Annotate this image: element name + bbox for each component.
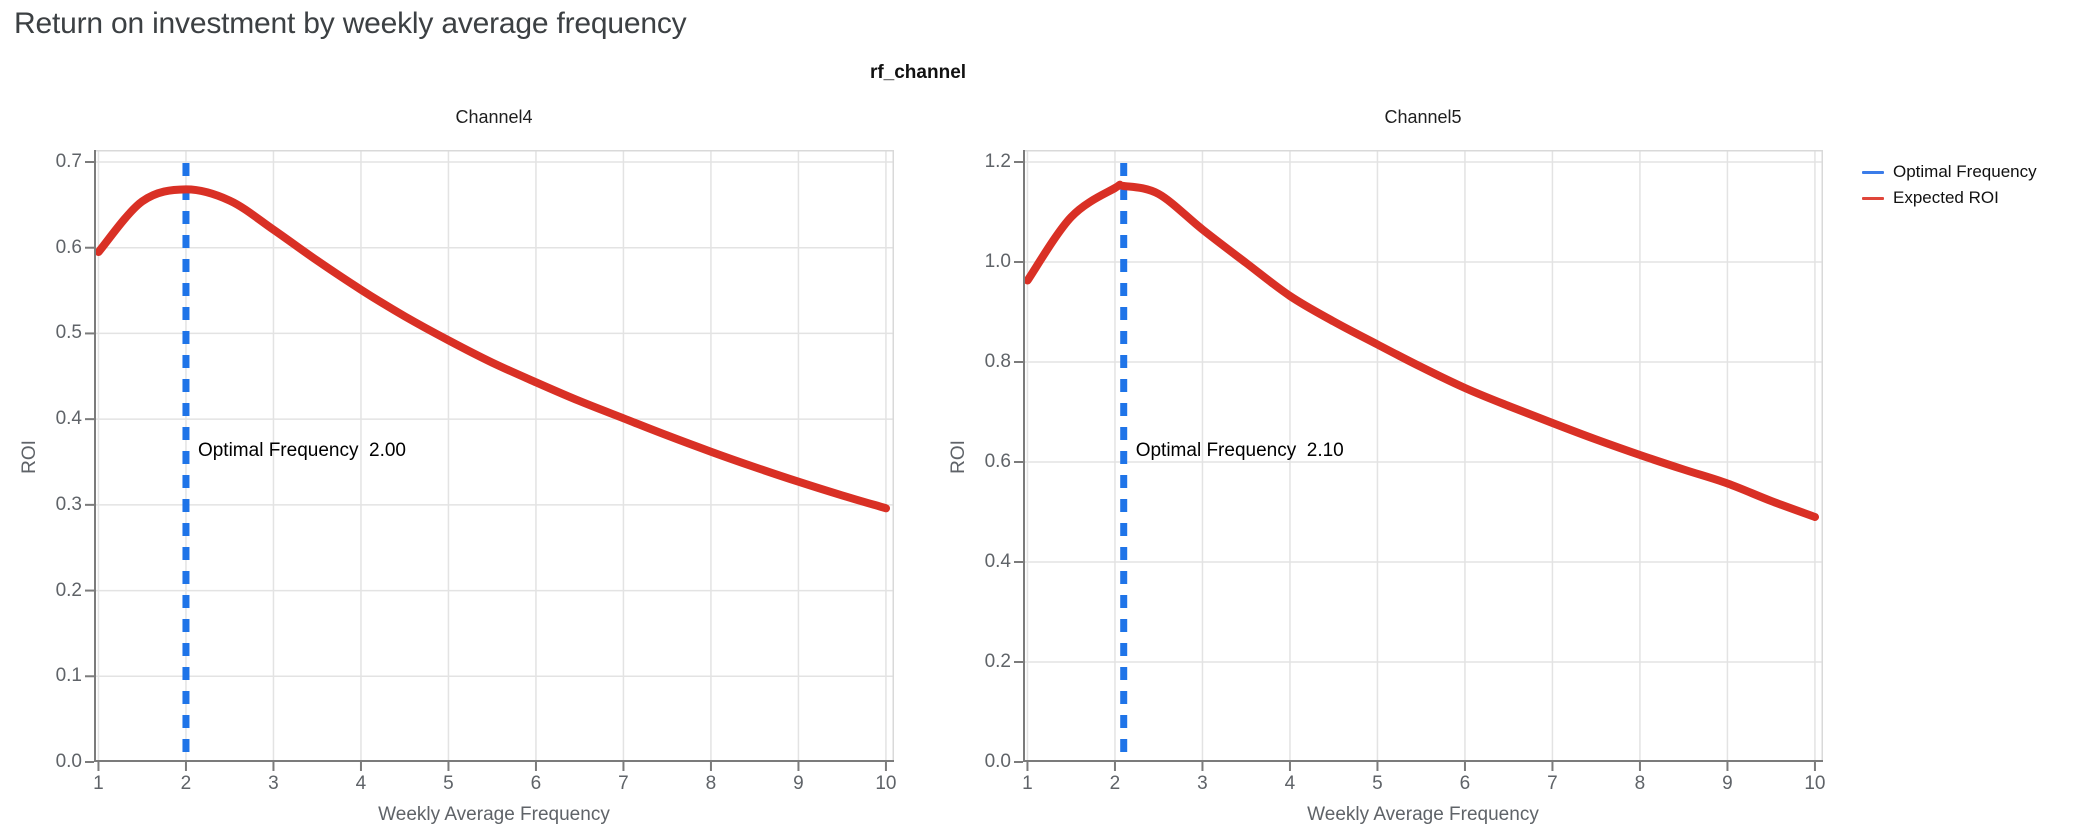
facet-strip-title: rf_channel — [869, 62, 967, 83]
optimal-frequency-line-icon — [1862, 170, 1884, 174]
subplot-title: Channel5 — [1384, 107, 1462, 127]
x-tick-label: 1 — [1022, 773, 1033, 794]
x-tick-label: 9 — [793, 773, 804, 794]
y-tick-label: 0.2 — [55, 579, 82, 601]
y-tick-label: 0.4 — [55, 408, 82, 430]
x-tick-label: 1 — [93, 773, 104, 794]
optimal-frequency-annotation: Optimal Frequency 2.00 — [197, 440, 406, 461]
y-tick-label: 1.0 — [984, 251, 1011, 272]
x-tick-label: 4 — [355, 773, 367, 794]
y-tick-label: 0.6 — [984, 451, 1011, 472]
x-tick-label: 10 — [1804, 773, 1826, 794]
x-tick-label: 2 — [1109, 773, 1121, 794]
subplot-title: Channel4 — [455, 107, 533, 127]
expected-roi-line-icon — [1862, 196, 1884, 200]
y-tick-label: 0.3 — [55, 493, 82, 515]
y-tick-label: 0.5 — [55, 322, 82, 344]
x-tick-label: 5 — [443, 773, 454, 794]
x-tick-label: 4 — [1284, 773, 1296, 794]
x-tick-label: 9 — [1722, 773, 1733, 794]
page-title: Return on investment by weekly average f… — [14, 7, 687, 40]
x-tick-label: 3 — [268, 773, 279, 794]
y-tick-label: 0.8 — [984, 351, 1011, 372]
x-axis-title: Weekly Average Frequency — [378, 804, 610, 825]
x-tick-label: 8 — [1634, 773, 1646, 794]
x-tick-label: 7 — [618, 773, 629, 794]
legend-label: Expected ROI — [1893, 188, 1999, 207]
x-tick-label: 7 — [1547, 773, 1558, 794]
y-tick-label: 1.2 — [984, 151, 1011, 172]
y-tick-label: 0.6 — [55, 236, 82, 258]
x-tick-label: 2 — [180, 773, 192, 794]
legend-label: Optimal Frequency — [1893, 162, 2037, 181]
legend-item-optimal-frequency: Optimal Frequency — [1862, 159, 2037, 185]
x-tick-label: 10 — [875, 773, 897, 794]
x-tick-label: 6 — [530, 773, 542, 794]
x-tick-label: 5 — [1372, 773, 1383, 794]
optimal-frequency-annotation: Optimal Frequency 2.10 — [1135, 440, 1344, 461]
subplot-channel4: Channel4 ROI Optimal Frequency 2.00 Week… — [0, 0, 930, 840]
plot-area: Optimal Frequency 2.00 — [85, 150, 894, 771]
x-axis-title: Weekly Average Frequency — [1307, 804, 1539, 825]
roi-curve-canvas — [85, 150, 894, 771]
roi-curve-canvas — [1014, 150, 1823, 771]
y-tick-label: 0.4 — [984, 551, 1011, 572]
x-tick-label: 8 — [705, 773, 717, 794]
legend-item-expected-roi: Expected ROI — [1862, 185, 2037, 211]
x-tick-label: 3 — [1197, 773, 1208, 794]
plot-area: Optimal Frequency 2.10 — [1014, 150, 1823, 771]
y-tick-label: 0.2 — [984, 651, 1011, 672]
y-tick-label: 0.0 — [984, 751, 1011, 772]
subplot-channel5: Channel5 ROI Optimal Frequency 2.10 Week… — [929, 0, 1859, 840]
legend: Optimal Frequency Expected ROI — [1862, 159, 2037, 211]
y-tick-label: 0.7 — [55, 151, 82, 172]
y-tick-label: 0.0 — [55, 751, 82, 772]
x-tick-label: 6 — [1459, 773, 1471, 794]
y-tick-label: 0.1 — [55, 665, 82, 687]
